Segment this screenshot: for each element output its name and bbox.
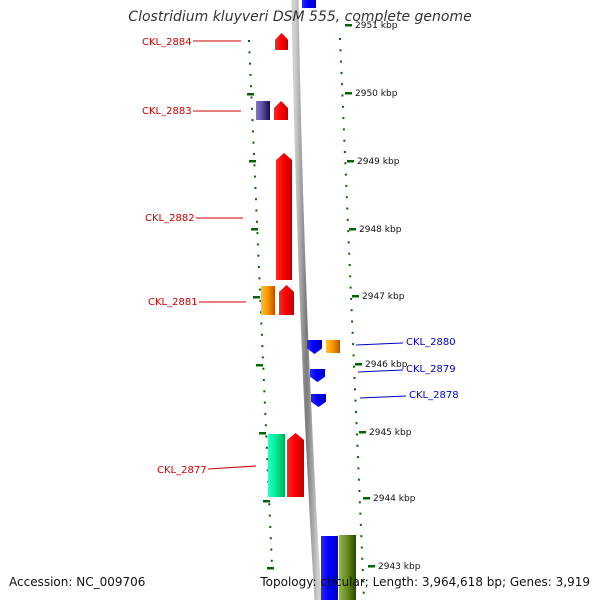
gene-label-ckl-2880[interactable]: CKL_2880 [406, 337, 456, 348]
scale-tick-label: 2948 kbp [359, 225, 402, 235]
accession-text: Accession: NC_009706 [9, 575, 146, 589]
scale-tick [249, 160, 256, 163]
gene-feature-ckl-2878[interactable] [311, 394, 326, 407]
right-tick-rail [339, 38, 365, 594]
gene-feature-ckl-2877[interactable] [287, 433, 304, 497]
scale-tick [256, 364, 263, 367]
scale-tick [247, 93, 254, 96]
scale-tick [347, 160, 354, 163]
scale-tick-label: 2945 kbp [369, 428, 412, 438]
gene-label-ckl-2884[interactable]: CKL_2884 [142, 37, 192, 48]
scale-tick [349, 228, 356, 231]
gene-label-leader [357, 369, 404, 373]
gene-feature-ckl-2883-gene[interactable] [256, 101, 270, 120]
gene-feature-ckl-2884[interactable] [275, 33, 288, 50]
scale-tick [355, 363, 362, 366]
gene-feature-ckl-2879[interactable] [310, 369, 325, 382]
scale-tick-label: 2950 kbp [355, 89, 398, 99]
scale-tick [263, 500, 270, 503]
gene-feature-top-reverse-gene[interactable] [302, 0, 316, 8]
map-title: Clostridium kluyveri DSM 555, complete g… [128, 9, 472, 25]
scale-tick-label: 2947 kbp [362, 292, 405, 302]
scale-tick [267, 567, 274, 570]
scale-tick-label: 2946 kbp [365, 360, 408, 370]
gene-label-leader [355, 342, 404, 346]
gene-feature-reverse-gene-1[interactable] [321, 536, 338, 600]
gene-feature-reverse-gene-2[interactable] [339, 535, 356, 600]
scale-tick [352, 295, 359, 298]
gene-feature-ckl-2881[interactable] [279, 285, 294, 315]
scale-tick [368, 565, 375, 568]
gene-feature-ckl-2880[interactable] [307, 340, 322, 354]
genome-backbone [291, 0, 322, 601]
gene-label-leader [359, 395, 407, 399]
gene-feature-ckl-2881-gene[interactable] [261, 286, 275, 315]
gene-feature-ckl-2882[interactable] [276, 153, 292, 280]
scale-tick-label: 2951 kbp [355, 21, 398, 31]
scale-tick-label: 2943 kbp [378, 562, 421, 572]
gene-label-ckl-2881[interactable]: CKL_2881 [148, 297, 198, 308]
scale-tick [363, 497, 370, 500]
scale-tick [251, 228, 258, 231]
gene-feature-ckl-2880-gene[interactable] [326, 340, 340, 353]
gene-label-ckl-2878[interactable]: CKL_2878 [409, 390, 459, 401]
scale-tick-label: 2944 kbp [373, 494, 416, 504]
gene-feature-ckl-2883[interactable] [274, 101, 288, 120]
scale-tick [345, 92, 352, 95]
gene-label-leader [207, 465, 257, 470]
gene-feature-ckl-2877-gene[interactable] [268, 434, 285, 497]
scale-tick-label: 2949 kbp [357, 157, 400, 167]
scale-tick [259, 432, 266, 435]
gene-label-ckl-2877[interactable]: CKL_2877 [157, 465, 207, 476]
scale-tick [345, 24, 352, 27]
gene-label-ckl-2882[interactable]: CKL_2882 [145, 213, 195, 224]
gene-label-ckl-2879[interactable]: CKL_2879 [406, 364, 456, 375]
genome-summary-text: Topology: circular; Length: 3,964,618 bp… [260, 575, 590, 589]
gene-label-ckl-2883[interactable]: CKL_2883 [142, 106, 192, 117]
scale-tick [359, 431, 366, 434]
scale-tick [253, 296, 260, 299]
